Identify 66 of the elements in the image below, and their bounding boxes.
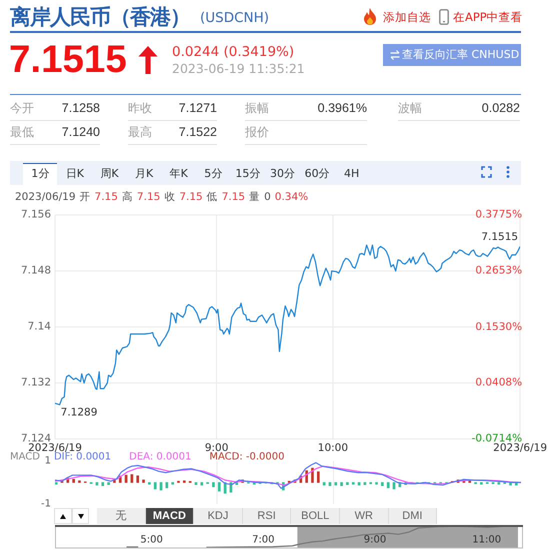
series-label: DEA: 0.0001 xyxy=(129,452,192,463)
annotation: 7.1515 xyxy=(481,230,518,243)
tab: DMI xyxy=(388,508,438,524)
text: 7.15 xyxy=(179,190,203,204)
text: 收 xyxy=(164,190,176,204)
y-tick-label: 7.156 xyxy=(20,208,52,221)
x-tick-label: 10:00 xyxy=(318,442,348,454)
text: 2023-06-19 11:35:21 xyxy=(172,61,305,76)
text: 月K xyxy=(134,167,154,180)
tab: WR xyxy=(340,508,389,524)
text: 7.15 xyxy=(222,190,246,204)
series-label: MACD: -0.0000 xyxy=(209,452,284,463)
text: 周K xyxy=(100,167,119,180)
y2-tick-label: 0.0408% xyxy=(475,376,522,389)
text: 15分 xyxy=(235,167,260,180)
y-tick-label: 7.14 xyxy=(28,320,52,333)
reverse-rate-button: 查看反向汇率 CNHUSD xyxy=(383,44,521,66)
table-cell: 报价 xyxy=(245,125,367,145)
text: 0.0244 (0.3419%) xyxy=(172,44,294,60)
text: 年K xyxy=(170,167,188,180)
text: 量 xyxy=(249,190,260,204)
table-cell: 今开 7.1258 xyxy=(10,101,100,121)
y2-tick-label: 0.1530% xyxy=(475,320,522,333)
text: 7.1515 xyxy=(9,38,127,81)
tab: KDJ xyxy=(194,508,243,524)
text: 在APP中查看 xyxy=(453,10,523,24)
y2-tick-label: 0.2653% xyxy=(475,264,522,277)
text: 7.15 xyxy=(136,190,160,204)
x-tick-label: 2023/6/19 xyxy=(493,442,548,454)
y2-tick-label: 0.3775% xyxy=(475,208,522,221)
text: 日K xyxy=(66,167,84,180)
tab: RSI xyxy=(242,508,292,524)
text: 离岸人民币（香港） xyxy=(10,5,190,29)
text: 0 xyxy=(264,190,271,204)
text: (USDCNH) xyxy=(200,10,270,26)
y-tick-label: -1 xyxy=(41,498,51,510)
table-cell: 振幅 0.3961% xyxy=(245,101,367,121)
tab: BOLL xyxy=(291,508,340,524)
text: 0.34% xyxy=(274,190,308,204)
series-label: DIF: 0.0001 xyxy=(54,452,112,463)
table-cell: 昨收 7.1271 xyxy=(128,101,217,121)
active-tab: MACD xyxy=(146,508,194,524)
text: 低 xyxy=(206,190,218,204)
text: 7.15 xyxy=(94,190,118,204)
text: 4H xyxy=(344,167,360,180)
annotation: 7.1289 xyxy=(60,406,98,419)
text: 开 xyxy=(80,190,91,204)
text: 2023/06/19 xyxy=(15,190,76,204)
tab: 无 xyxy=(97,508,146,524)
table-cell: 波幅 0.0282 xyxy=(398,101,520,121)
x-tick-label: 5:00 xyxy=(140,534,163,546)
text: 添加自选 xyxy=(383,10,431,24)
text: 5分 xyxy=(204,167,222,180)
x-tick-label: 7:00 xyxy=(252,534,275,546)
table-cell: 最高 7.1522 xyxy=(128,125,217,145)
chart-title: MACD xyxy=(10,452,40,463)
y-tick-label: 7.148 xyxy=(20,264,51,277)
y-tick-label: 7.132 xyxy=(20,376,51,389)
text: 30分 xyxy=(270,167,295,180)
y-tick-label: 1 xyxy=(44,456,51,467)
table-cell: 最低 7.1240 xyxy=(10,125,100,145)
x-tick-label: 11:00 xyxy=(472,534,502,546)
text: 60分 xyxy=(304,167,330,180)
text: 高 xyxy=(122,190,133,204)
x-tick-label: 9:00 xyxy=(364,534,386,546)
text: 1分 xyxy=(31,167,50,180)
